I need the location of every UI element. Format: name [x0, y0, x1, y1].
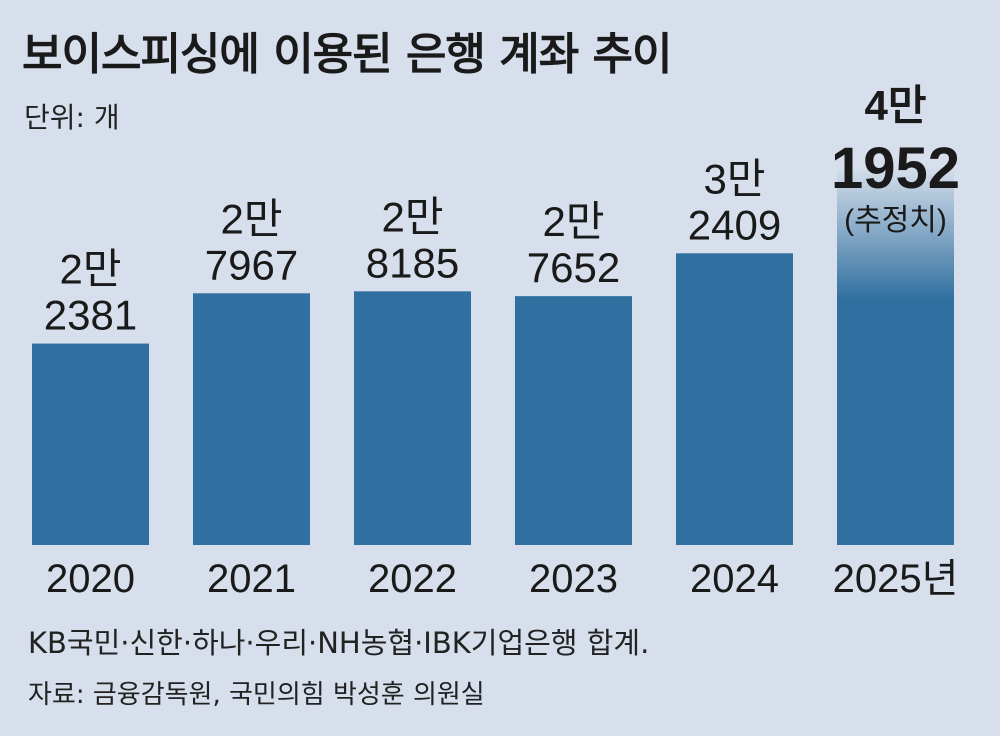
data-label: 2만	[60, 246, 122, 293]
data-label: 7652	[527, 244, 620, 291]
data-label-estimate: 1952	[831, 136, 960, 201]
bar	[354, 291, 471, 545]
bar	[193, 293, 310, 545]
x-tick-label: 2024	[690, 557, 779, 601]
x-tick-label: 2022	[368, 557, 457, 601]
data-label: 2만	[221, 195, 283, 242]
x-tick-label: 2023	[529, 557, 618, 601]
data-label: 2만	[543, 198, 605, 245]
data-label: 3만	[704, 155, 766, 202]
x-tick-label: 2021	[207, 557, 296, 601]
footnote: KB국민·신한·하나·우리·NH농협·IBK기업은행 합계.	[28, 626, 650, 660]
data-label: 8185	[366, 239, 459, 286]
source-note: 자료: 금융감독원, 국민의힘 박성훈 의원실	[28, 680, 485, 710]
data-label: 2409	[688, 201, 781, 248]
unit-label: 단위: 개	[24, 101, 120, 134]
bars-group	[32, 167, 954, 545]
chart-title: 보이스피싱에 이용된 은행 계좌 추이	[22, 29, 672, 80]
data-label-estimate: 4만	[865, 82, 927, 129]
data-label-estimate: (추정치)	[844, 204, 947, 237]
data-labels-group: 2만23812만79672만81852만76523만24094만1952(추정치…	[44, 82, 960, 339]
bar-estimate	[837, 167, 954, 545]
bar	[676, 253, 793, 545]
data-label: 7967	[205, 241, 298, 288]
data-label: 2만	[382, 193, 444, 240]
x-axis-ticks: 2020 2021 2022 2023 2024 2025년	[46, 557, 958, 601]
bar	[32, 343, 149, 545]
bar	[515, 296, 632, 545]
x-tick-label: 2025년	[833, 557, 959, 601]
x-tick-label: 2020	[46, 557, 135, 601]
data-label: 2381	[44, 292, 137, 339]
